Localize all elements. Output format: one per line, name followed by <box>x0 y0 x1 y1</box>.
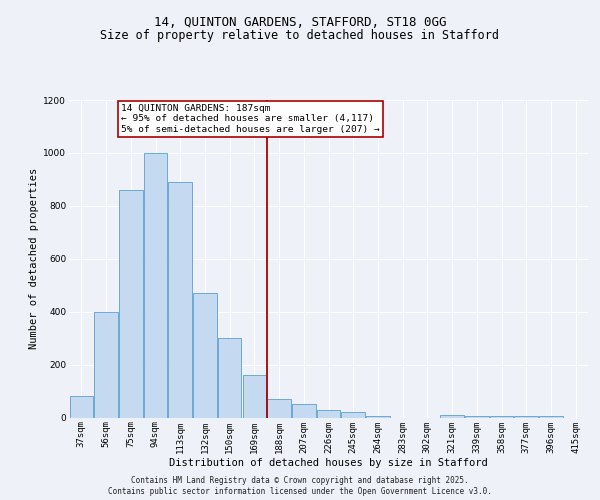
Text: 14 QUINTON GARDENS: 187sqm
← 95% of detached houses are smaller (4,117)
5% of se: 14 QUINTON GARDENS: 187sqm ← 95% of deta… <box>121 104 380 134</box>
Bar <box>490 416 513 418</box>
Bar <box>514 416 538 418</box>
Bar <box>268 399 291 417</box>
Bar <box>465 416 488 418</box>
Bar <box>440 415 464 418</box>
Bar <box>317 410 340 418</box>
Text: Size of property relative to detached houses in Stafford: Size of property relative to detached ho… <box>101 29 499 42</box>
Bar <box>193 293 217 418</box>
Bar <box>539 416 563 418</box>
Y-axis label: Number of detached properties: Number of detached properties <box>29 168 39 350</box>
X-axis label: Distribution of detached houses by size in Stafford: Distribution of detached houses by size … <box>169 458 488 468</box>
Text: 14, QUINTON GARDENS, STAFFORD, ST18 0GG: 14, QUINTON GARDENS, STAFFORD, ST18 0GG <box>154 16 446 29</box>
Bar <box>94 312 118 418</box>
Bar <box>169 182 192 418</box>
Bar <box>292 404 316 417</box>
Bar <box>218 338 241 417</box>
Text: Contains public sector information licensed under the Open Government Licence v3: Contains public sector information licen… <box>108 487 492 496</box>
Bar <box>144 153 167 417</box>
Bar <box>242 375 266 418</box>
Bar <box>366 416 389 418</box>
Text: Contains HM Land Registry data © Crown copyright and database right 2025.: Contains HM Land Registry data © Crown c… <box>131 476 469 485</box>
Bar <box>341 412 365 418</box>
Bar <box>119 190 143 418</box>
Bar <box>70 396 93 417</box>
